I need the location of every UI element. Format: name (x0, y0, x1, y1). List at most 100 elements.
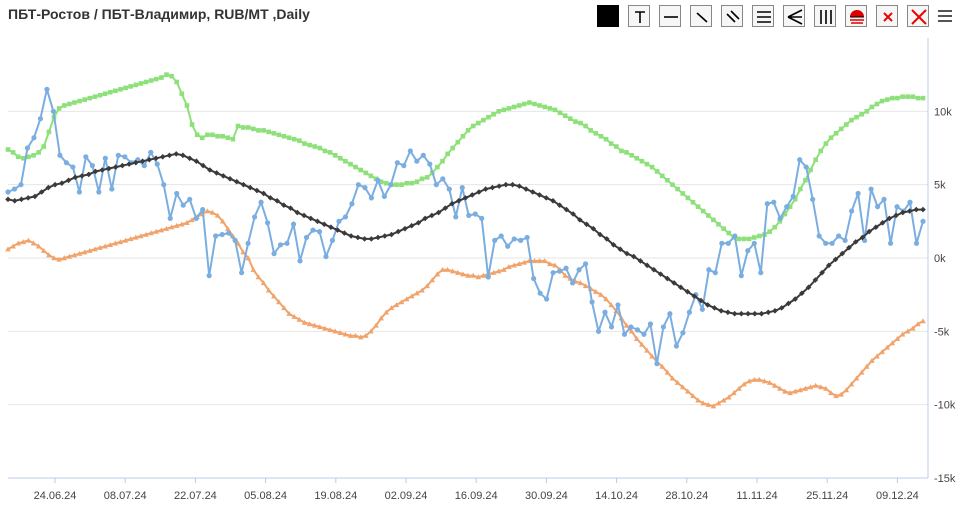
data-point (752, 235, 757, 240)
fill-square-icon[interactable] (597, 5, 619, 27)
data-point (466, 212, 472, 219)
data-point (415, 220, 422, 226)
data-point (838, 391, 845, 397)
data-point (593, 288, 599, 294)
data-point (623, 322, 630, 328)
data-point (849, 208, 855, 214)
data-point (332, 153, 338, 158)
data-point (266, 129, 271, 135)
data-point (920, 95, 926, 101)
x-tick-label: 02.09.24 (385, 490, 428, 502)
tick-labels: 10k 5k 0k -5k -10k -15k 24.06.24 08.07.24 22.07.… (34, 106, 956, 502)
data-point (92, 246, 98, 252)
diagonal-line-icon[interactable] (690, 5, 712, 27)
vertical-lines-icon[interactable] (814, 5, 836, 27)
data-point (381, 233, 388, 239)
data-point (621, 331, 628, 337)
data-point (465, 272, 471, 278)
data-point (148, 149, 154, 155)
data-point (316, 229, 323, 235)
axes (8, 38, 929, 483)
data-point (381, 193, 387, 199)
data-point (215, 133, 220, 139)
data-point (613, 144, 619, 149)
data-point (741, 381, 747, 387)
data-point (200, 207, 206, 213)
data-point (516, 103, 522, 108)
data-point (699, 306, 705, 312)
data-point (420, 152, 426, 158)
data-point (435, 164, 440, 170)
data-point (206, 273, 212, 279)
data-point (812, 277, 819, 283)
data-point (859, 111, 864, 117)
levels-icon[interactable] (845, 5, 867, 27)
data-point (210, 132, 215, 138)
data-point (826, 262, 832, 269)
x-tick-label: 08.07.24 (104, 490, 147, 502)
hamburger-menu-icon[interactable] (936, 7, 954, 25)
data-point (771, 199, 777, 205)
data-point (18, 196, 25, 203)
data-point (628, 324, 634, 330)
data-point (583, 123, 588, 129)
data-point (240, 181, 247, 188)
data-point (414, 290, 420, 296)
data-point (920, 318, 926, 324)
data-point (240, 125, 246, 130)
data-point (844, 122, 849, 127)
data-point (455, 139, 461, 145)
horizontal-line-icon[interactable] (659, 5, 681, 27)
data-point (169, 73, 174, 79)
data-point (276, 132, 282, 138)
data-point (582, 261, 589, 267)
data-point (629, 153, 634, 158)
data-point (87, 95, 93, 101)
data-point (83, 154, 89, 160)
data-point (805, 284, 812, 291)
data-point (317, 145, 323, 151)
x-tick-label: 09.12.24 (876, 490, 919, 502)
data-point (86, 247, 93, 253)
data-point (503, 181, 509, 188)
data-point (853, 375, 860, 381)
x-tick-label: 19.08.24 (314, 490, 357, 502)
data-point (138, 233, 144, 239)
data-point (639, 341, 645, 347)
data-point (199, 135, 205, 141)
data-point (529, 189, 536, 195)
data-point (99, 167, 105, 173)
data-point (317, 324, 323, 330)
data-point (30, 240, 37, 246)
data-point (460, 271, 466, 277)
data-point (274, 198, 280, 204)
data-point (556, 268, 563, 274)
data-point (213, 233, 219, 239)
data-point (874, 353, 880, 359)
data-point (511, 104, 517, 110)
text-tool-icon[interactable] (628, 5, 650, 27)
fan-lines-icon[interactable] (783, 5, 805, 27)
data-point (429, 212, 435, 219)
data-point (543, 195, 550, 201)
data-point (214, 212, 221, 218)
parallel-lines-icon[interactable] (721, 5, 743, 27)
data-point (608, 302, 614, 308)
data-point (71, 252, 78, 258)
data-point (675, 186, 680, 192)
delete-all-icon[interactable] (907, 5, 929, 27)
data-point (819, 269, 825, 276)
data-point (250, 266, 257, 272)
data-point (590, 225, 597, 232)
delete-icon[interactable] (876, 5, 898, 27)
data-point (31, 153, 36, 158)
data-point (327, 150, 333, 155)
data-point (751, 240, 757, 246)
equal-lines-icon[interactable] (752, 5, 774, 27)
data-point (45, 184, 52, 191)
data-point (700, 400, 706, 406)
data-point (349, 201, 355, 207)
data-point (624, 150, 629, 155)
data-point (227, 176, 233, 182)
data-point (887, 240, 894, 246)
